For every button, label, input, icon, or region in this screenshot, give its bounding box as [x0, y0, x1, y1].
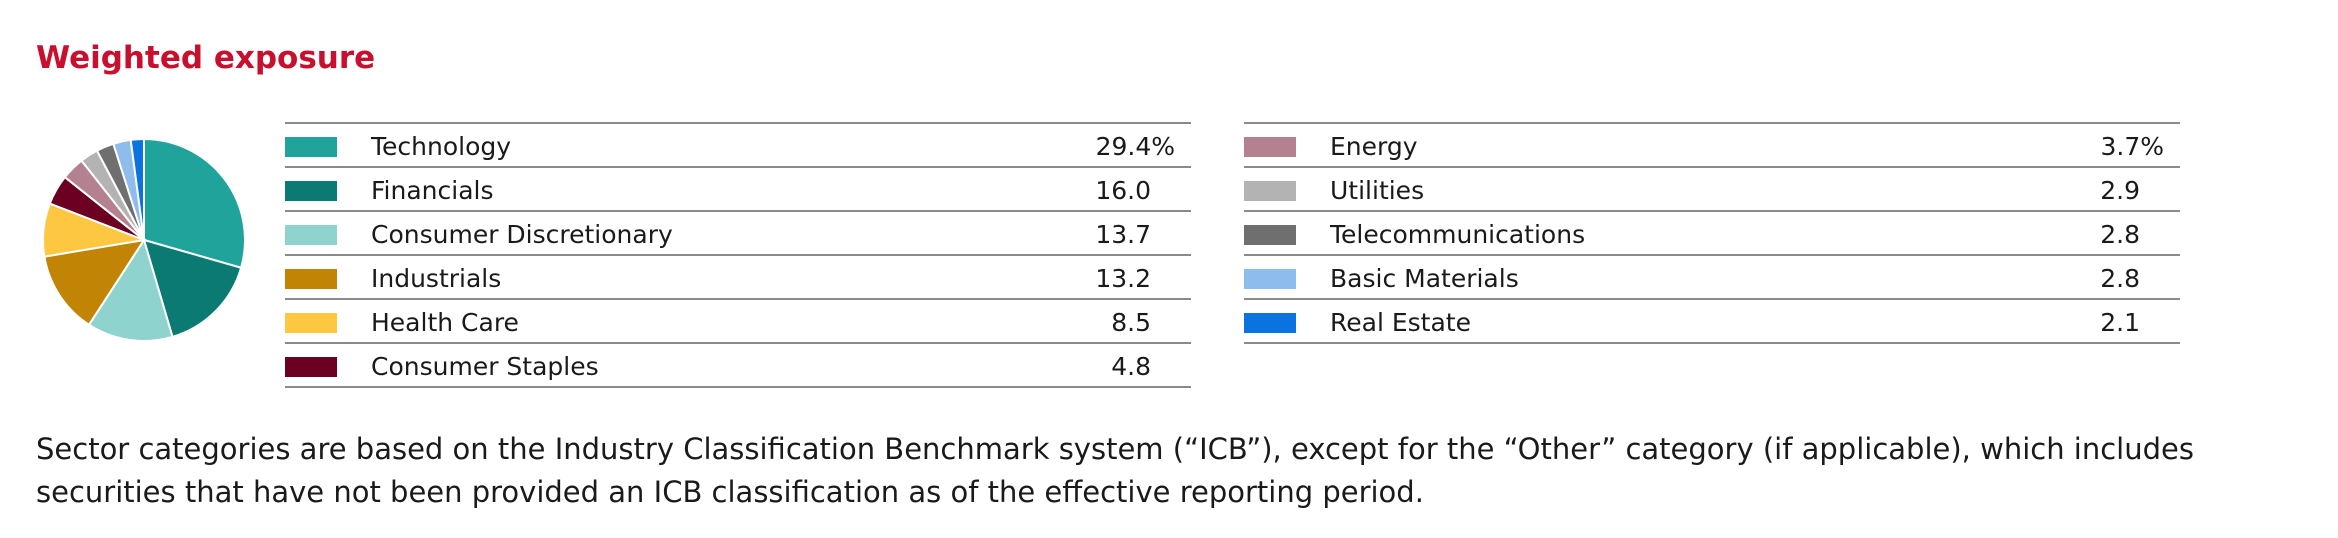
pie-slice-industrials [43, 238, 147, 327]
legend-label-consumer-staples: Consumer Staples [371, 352, 599, 381]
legend-label-real-estate: Real Estate [1330, 308, 1471, 337]
legend-table-left: Technology 29.4% Financials 16.0 Consumer Di… [285, 122, 1191, 388]
legend-row-energy: Energy 3.7% [1244, 124, 2180, 168]
legend-swatch-utilities [1244, 181, 1296, 201]
legend-label-financials: Financials [371, 176, 494, 205]
legend-row-financials: Financials 16.0 [285, 168, 1191, 212]
pie-slice-real-estate [129, 137, 145, 241]
legend-label-basic-materials: Basic Materials [1330, 264, 1519, 293]
legend-row-real-estate: Real Estate 2.1 [1244, 300, 2180, 344]
legend-swatch-telecommunications [1244, 225, 1296, 245]
legend-swatch-consumer-discretionary [285, 225, 337, 245]
legend-swatch-technology [285, 137, 337, 157]
legend-label-technology: Technology [371, 132, 512, 161]
legend-value-basic-materials: 2.8 [2100, 264, 2140, 293]
legend-row-utilities: Utilities 2.9 [1244, 168, 2180, 212]
legend-swatch-industrials [285, 269, 337, 289]
pie-slice-financials [142, 238, 243, 339]
legend-swatch-real-estate [1244, 313, 1296, 333]
legend-value-utilities: 2.9 [2100, 176, 2140, 205]
legend-swatch-financials [285, 181, 337, 201]
legend-value-financials: 16.0 [1095, 176, 1151, 205]
legend-row-consumer-staples: Consumer Staples 4.8 [285, 344, 1191, 388]
legend-value-energy: 3.7% [2100, 132, 2164, 161]
pie-slice-technology [143, 137, 246, 269]
legend-value-consumer-discretionary: 13.7 [1095, 220, 1151, 249]
legend-value-real-estate: 2.1 [2100, 308, 2140, 337]
legend-label-telecommunications: Telecommunications [1330, 220, 1586, 249]
pie-chart [38, 134, 250, 346]
footnote: Sector categories are based on the Indus… [36, 432, 2194, 509]
legend-row-telecommunications: Telecommunications 2.8 [1244, 212, 2180, 256]
legend-row-basic-materials: Basic Materials 2.8 [1244, 256, 2180, 300]
legend-value-telecommunications: 2.8 [2100, 220, 2140, 249]
legend-table-right: Energy 3.7% Utilities 2.9 Telecommunications… [1244, 122, 2180, 344]
legend-label-consumer-discretionary: Consumer Discretionary [371, 220, 673, 249]
legend-label-utilities: Utilities [1330, 176, 1425, 205]
pie-chart-svg [42, 137, 246, 342]
legend-swatch-basic-materials [1244, 269, 1296, 289]
legend-swatch-consumer-staples [285, 357, 337, 377]
legend-value-technology: 29.4% [1095, 132, 1175, 161]
pie-slice-consumer-discretionary [87, 237, 174, 342]
legend-value-health-care: 8.5 [1111, 308, 1151, 337]
legend-swatch-health-care [285, 313, 337, 333]
legend-label-energy: Energy [1330, 132, 1418, 161]
chart-title: Weighted exposure [36, 40, 376, 76]
legend-row-consumer-discretionary: Consumer Discretionary 13.7 [285, 212, 1191, 256]
legend-row-industrials: Industrials 13.2 [285, 256, 1191, 300]
legend-value-consumer-staples: 4.8 [1111, 352, 1151, 381]
legend-label-industrials: Industrials [371, 264, 502, 293]
legend-row-technology: Technology 29.4% [285, 124, 1191, 168]
legend-swatch-energy [1244, 137, 1296, 157]
legend-value-industrials: 13.2 [1095, 264, 1151, 293]
legend-label-health-care: Health Care [371, 308, 519, 337]
legend-row-health-care: Health Care 8.5 [285, 300, 1191, 344]
